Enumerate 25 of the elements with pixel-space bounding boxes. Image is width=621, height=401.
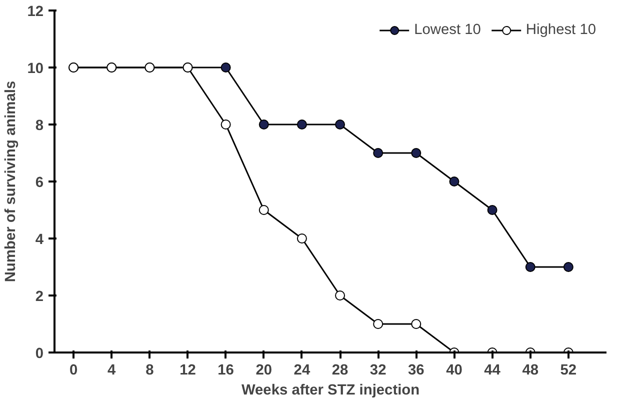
- y-tick-label: 8: [35, 118, 44, 134]
- x-tick-label: 36: [408, 362, 424, 378]
- x-tick-label: 32: [370, 362, 386, 378]
- x-tick-label: 4: [108, 362, 117, 378]
- y-tick-label: 12: [27, 4, 44, 20]
- x-axis-title: Weeks after STZ injection: [241, 382, 420, 398]
- legend-label: Lowest 10: [414, 22, 481, 38]
- y-tick-label: 10: [27, 61, 44, 77]
- y-tick-label: 2: [35, 289, 44, 305]
- x-tick-label: 0: [69, 362, 78, 378]
- y-tick-label: 0: [35, 346, 44, 362]
- y-tick-label: 6: [35, 175, 44, 191]
- x-tick-label: 44: [484, 362, 502, 378]
- x-tick-label: 40: [446, 362, 462, 378]
- x-tick-label: 24: [294, 362, 311, 378]
- x-tick-label: 20: [256, 362, 272, 378]
- x-tick-label: 12: [180, 362, 196, 378]
- x-tick-label: 48: [522, 362, 539, 378]
- x-tick-label: 16: [218, 362, 234, 378]
- x-tick-label: 52: [560, 362, 577, 378]
- x-tick-label: 8: [146, 362, 154, 378]
- y-axis-title: Number of surviving animals: [3, 80, 20, 282]
- y-tick-label: 4: [35, 232, 44, 248]
- legend-label: Highest 10: [526, 22, 596, 38]
- x-tick-label: 28: [332, 362, 348, 378]
